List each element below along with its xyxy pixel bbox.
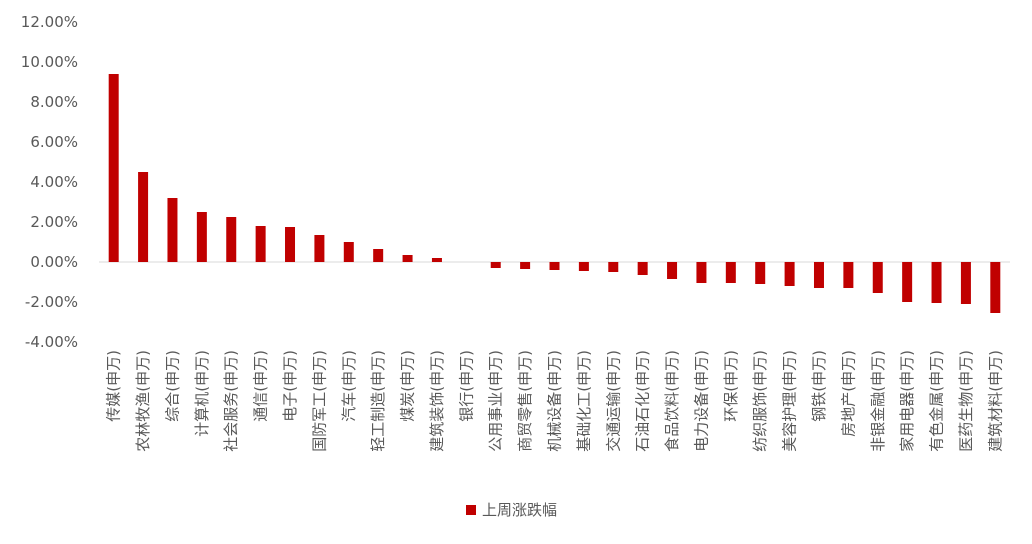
- x-category-label: 医药生物(申万): [957, 350, 975, 452]
- bar: [755, 262, 766, 284]
- x-category-label: 建筑材料(申万): [986, 350, 1004, 452]
- x-category-label: 通信(申万): [252, 350, 270, 422]
- x-category-label: 电力设备(申万): [692, 350, 710, 452]
- y-tick-label: -4.00%: [25, 333, 78, 351]
- x-category-label: 美容护理(申万): [781, 350, 799, 452]
- bar: [549, 262, 560, 270]
- x-category-label: 环保(申万): [722, 350, 740, 422]
- bar: [285, 227, 296, 262]
- y-tick-label: 8.00%: [30, 93, 78, 111]
- bar: [373, 249, 384, 262]
- x-category-label: 石油石化(申万): [634, 350, 652, 452]
- bar: [813, 262, 824, 288]
- x-category-label: 社会服务(申万): [222, 350, 240, 452]
- legend: 上周涨跌幅: [466, 501, 557, 519]
- x-category-label: 煤炭(申万): [399, 350, 417, 422]
- bar: [314, 235, 325, 262]
- y-tick-label: 2.00%: [30, 213, 78, 231]
- x-category-label: 食品饮料(申万): [663, 350, 681, 452]
- bar: [138, 172, 149, 262]
- x-category-label: 交通运输(申万): [604, 350, 622, 452]
- x-category-label: 银行(申万): [457, 350, 475, 422]
- bar: [167, 198, 178, 262]
- bar: [696, 262, 707, 283]
- y-tick-label: 0.00%: [30, 253, 78, 271]
- bar: [520, 262, 531, 269]
- x-category-label: 电子(申万): [281, 350, 299, 422]
- bar: [431, 258, 442, 262]
- y-tick-label: 6.00%: [30, 133, 78, 151]
- y-axis-ticks: -4.00% -2.00% 0.00% 2.00% 4.00% 6.00% 8.00% 10.…: [21, 13, 78, 351]
- x-category-label: 公用事业(申万): [487, 350, 505, 452]
- x-category-label: 汽车(申万): [340, 350, 358, 422]
- x-category-label: 传媒(申万): [105, 350, 123, 422]
- x-category-label: 有色金属(申万): [928, 350, 946, 452]
- bar: [667, 262, 678, 279]
- x-category-label: 国防军工(申万): [310, 350, 328, 452]
- x-category-label: 纺织服饰(申万): [751, 350, 769, 452]
- bar: [578, 262, 589, 271]
- bar: [990, 262, 1001, 313]
- bar: [843, 262, 854, 288]
- x-category-label: 农林牧渔(申万): [134, 350, 152, 452]
- legend-swatch: [466, 505, 476, 515]
- x-category-label: 轻工制造(申万): [369, 350, 387, 452]
- bar: [784, 262, 795, 286]
- x-category-label: 钢铁(申万): [810, 350, 828, 422]
- bar: [902, 262, 913, 302]
- x-category-label: 房地产(申万): [839, 350, 857, 437]
- bar: [343, 242, 354, 262]
- x-category-label: 商贸零售(申万): [516, 350, 534, 452]
- bar: [402, 255, 413, 262]
- y-tick-label: 10.00%: [21, 53, 78, 71]
- bar: [108, 74, 119, 262]
- x-category-label: 机械设备(申万): [546, 350, 564, 452]
- y-tick-label: 12.00%: [21, 13, 78, 31]
- x-category-label: 计算机(申万): [193, 350, 211, 437]
- bar: [490, 262, 501, 268]
- bar: [196, 212, 207, 262]
- bar: [608, 262, 619, 272]
- legend-label: 上周涨跌幅: [482, 501, 557, 519]
- bar: [255, 226, 266, 262]
- bar: [226, 217, 237, 262]
- x-category-label: 建筑装饰(申万): [428, 350, 446, 452]
- y-tick-label: -2.00%: [25, 293, 78, 311]
- bar: [931, 262, 942, 303]
- x-category-label: 非银金融(申万): [869, 350, 887, 452]
- bar: [960, 262, 971, 304]
- x-category-label: 基础化工(申万): [575, 350, 593, 452]
- x-category-label: 家用电器(申万): [898, 350, 916, 452]
- bar: [637, 262, 648, 275]
- bar: [872, 262, 883, 293]
- x-axis-labels: 传媒(申万) 农林牧渔(申万) 综合(申万) 计算机(申万) 社会服务(申万) 通信(申万…: [105, 350, 1005, 452]
- y-tick-label: 4.00%: [30, 173, 78, 191]
- bars: [108, 74, 1001, 313]
- x-category-label: 综合(申万): [163, 350, 181, 422]
- bar: [725, 262, 736, 283]
